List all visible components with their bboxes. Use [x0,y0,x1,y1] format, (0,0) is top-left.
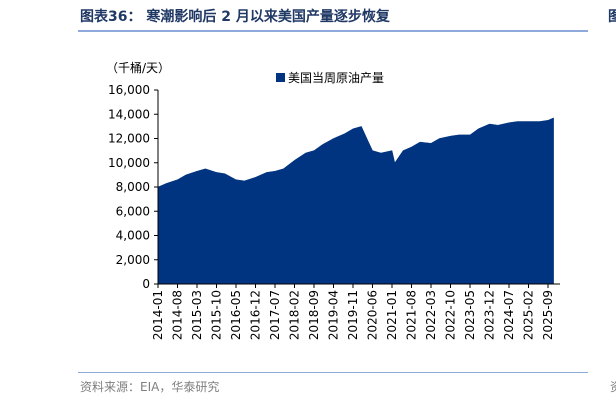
y-tick-label: 8,000 [116,180,150,194]
x-tick-label: 2022-03 [424,290,438,340]
chart-title: 图表36： 寒潮影响后 2 月以来美国产量逐步恢复 [80,9,390,25]
y-tick-label: 2,000 [116,253,150,267]
x-tick-label: 2023-12 [483,290,497,340]
footer-divider [78,372,588,373]
y-tick-label: 14,000 [108,107,150,121]
legend-label: 美国当周原油产量 [288,71,384,85]
x-tick-label: 2014-01 [151,290,165,340]
x-tick-label: 2024-07 [502,290,516,340]
x-tick-label: 2014-08 [171,290,185,340]
cropped-neighbor-title: 图 [608,9,616,25]
x-tick-label: 2019-04 [327,290,341,340]
legend-swatch [276,73,285,82]
x-tick-label: 2025-09 [541,290,555,340]
x-tick-label: 2016-05 [229,290,243,340]
x-tick-label: 2021-01 [385,290,399,340]
x-tick-label: 2020-06 [366,290,380,340]
y-tick-label: 16,000 [108,83,150,97]
cropped-neighbor-source: 资 [610,378,616,395]
plot-area [157,117,554,285]
y-tick-label: 4,000 [116,229,150,243]
x-tick-label: 2022-10 [444,290,458,340]
x-axis: 2014-01 2014-08 2015-03 2015-10 2016-05 2016-… [151,283,560,340]
x-tick-label: 2018-02 [288,290,302,340]
title-bar: 图表36： 寒潮影响后 2 月以来美国产量逐步恢复 [78,0,588,32]
y-tick-label: 10,000 [108,156,150,170]
x-tick-label: 2025-02 [522,290,536,340]
unit-label: （千桶/天） [106,60,170,75]
legend: 美国当周原油产量 [276,71,384,85]
series-area-0 [157,117,554,285]
x-tick-label: 2023-05 [463,290,477,340]
x-tick-label: 2016-12 [249,290,263,340]
x-tick-label: 2017-07 [268,290,282,340]
x-tick-label: 2018-09 [307,290,321,340]
source-note: 资料来源：EIA，华泰研究 [80,380,220,394]
y-tick-label: 6,000 [116,204,150,218]
x-tick-label: 2021-08 [405,290,419,340]
x-tick-label: 2015-03 [190,290,204,340]
y-tick-label: 0 [142,277,150,291]
y-tick-label: 12,000 [108,132,150,146]
y-axis: 0 2,000 4,000 6,000 8,000 10,000 12,000 14,000 1… [108,83,159,291]
chart: （千桶/天） 美国当周原油产量 0 2,000 4,000 6,000 8,000 10,… [106,60,560,340]
x-tick-label: 2019-11 [346,290,360,340]
x-tick-label: 2015-10 [210,290,224,340]
